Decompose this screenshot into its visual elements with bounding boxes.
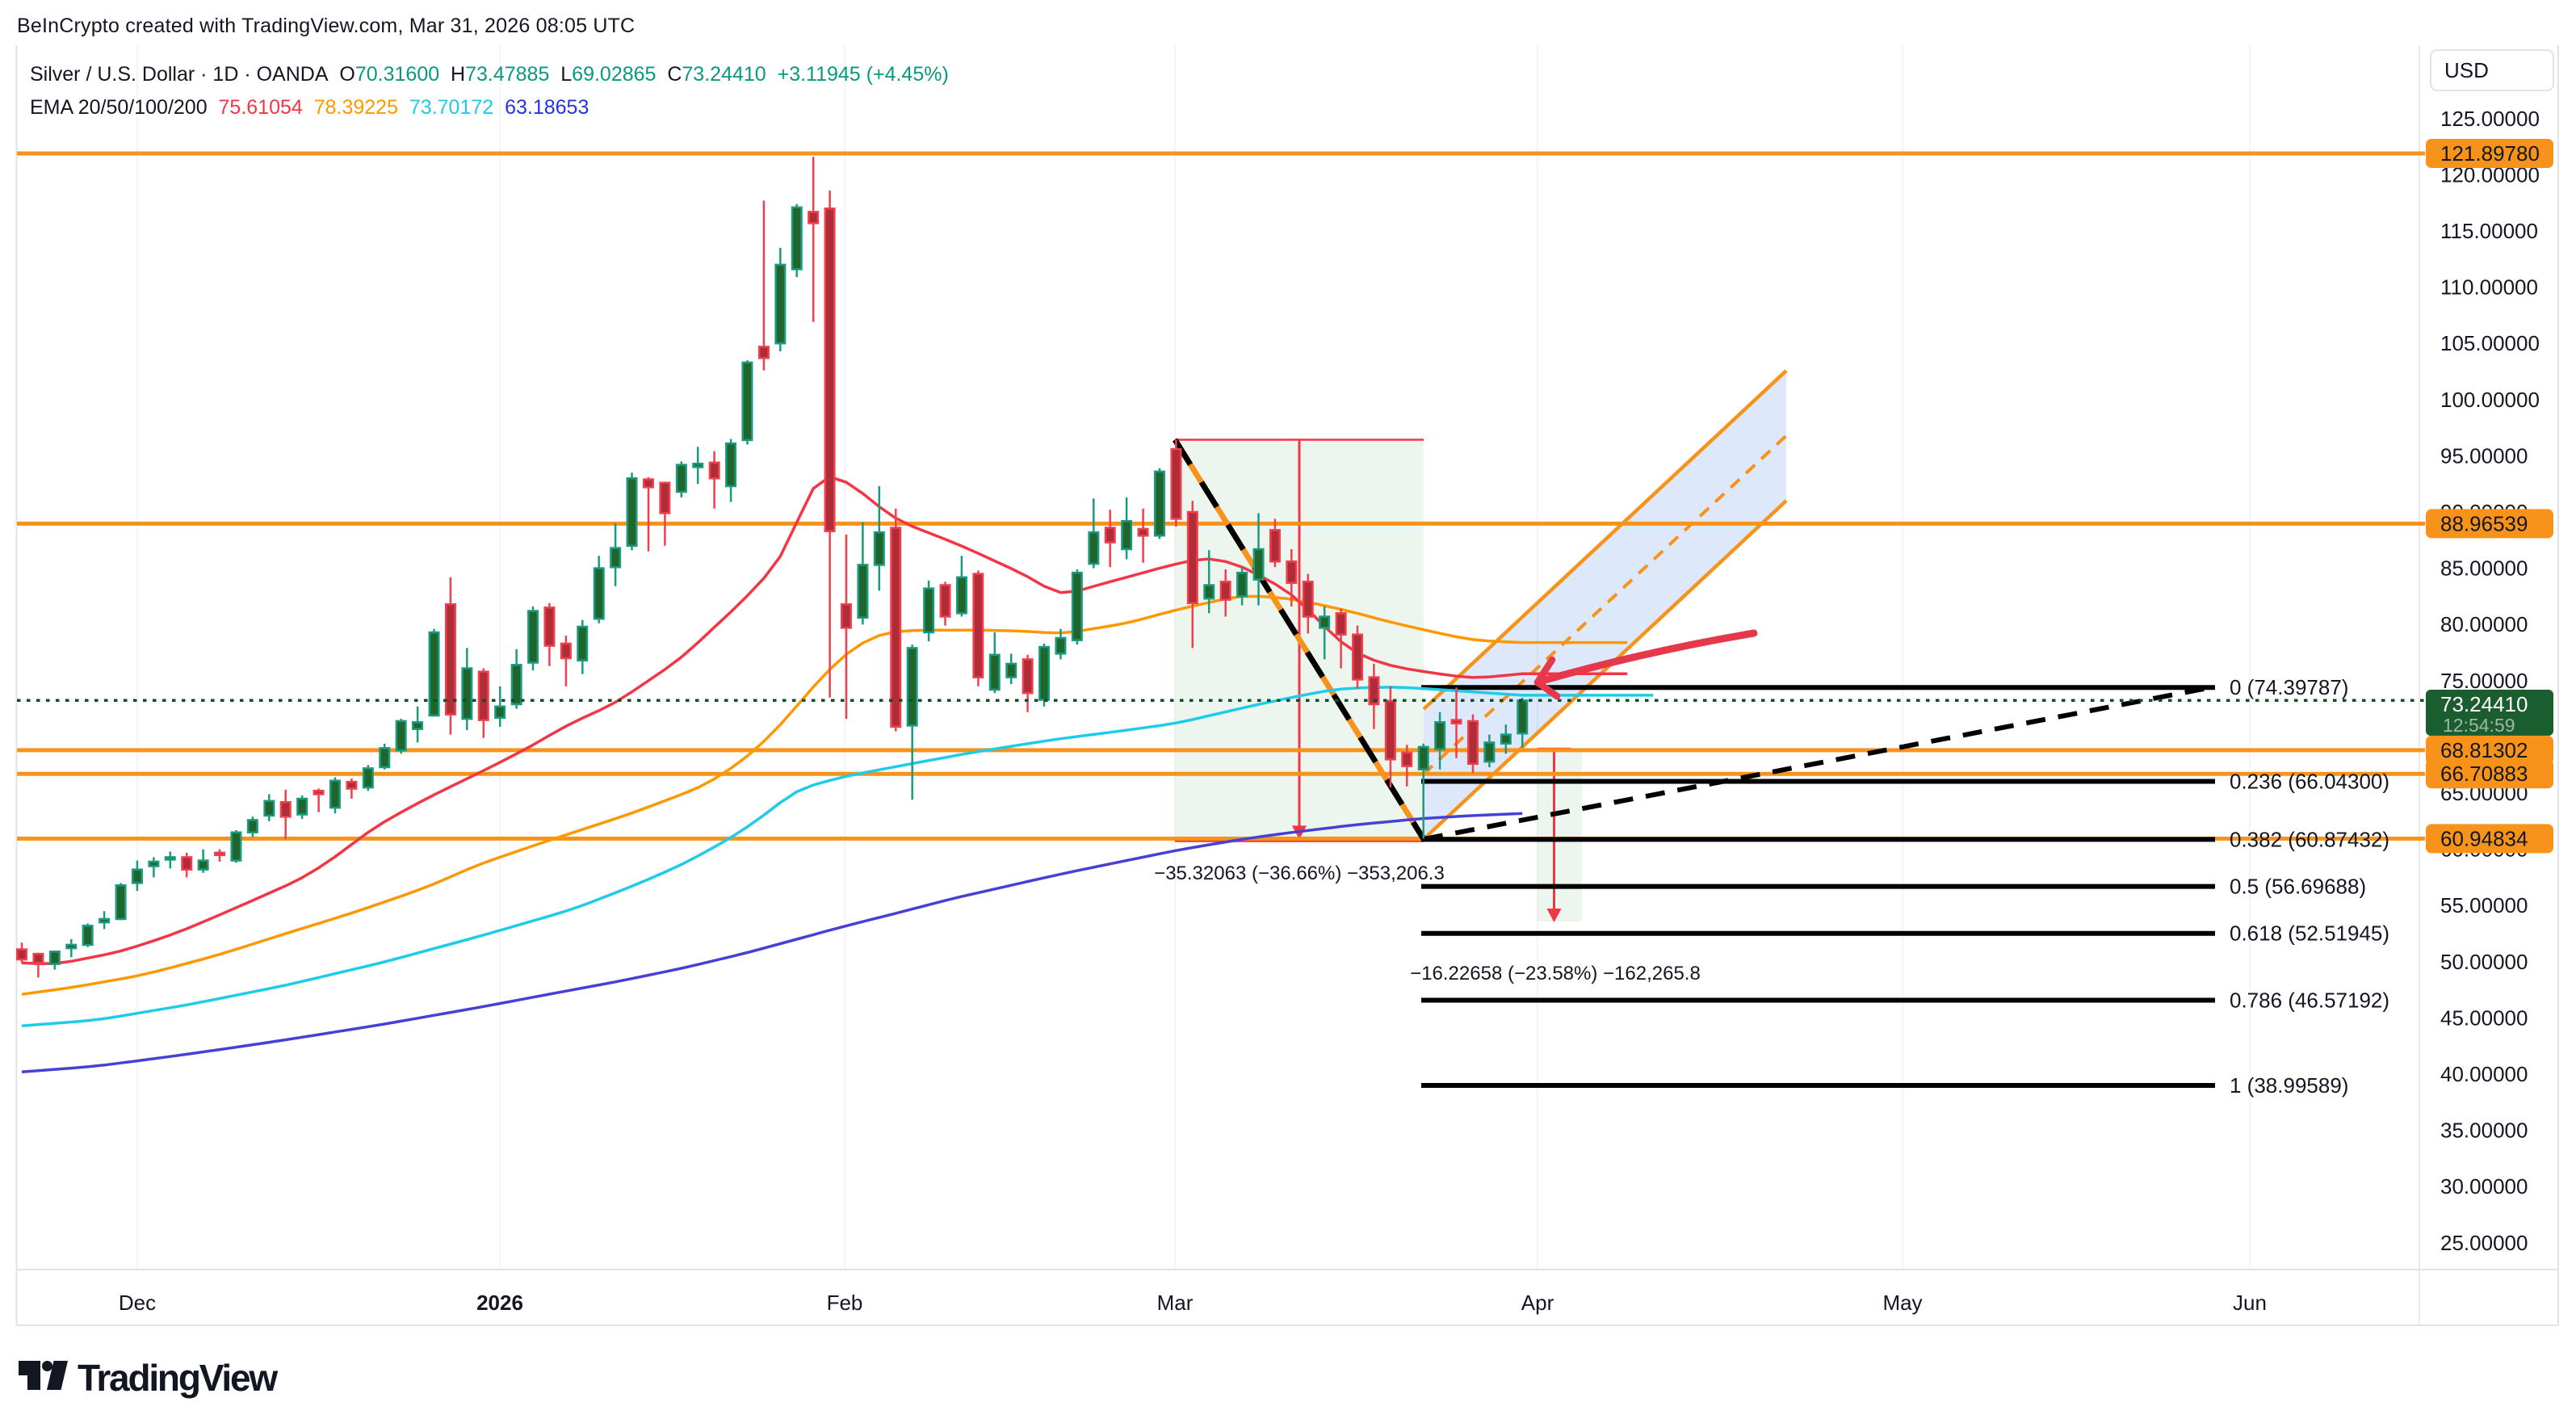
svg-text:80.00000: 80.00000 xyxy=(2440,612,2528,636)
svg-text:0.786 (46.57192): 0.786 (46.57192) xyxy=(2230,989,2389,1013)
svg-text:0.236 (66.04300): 0.236 (66.04300) xyxy=(2230,770,2389,794)
svg-text:−16.22658 (−23.58%) −162,265.8: −16.22658 (−23.58%) −162,265.8 xyxy=(1410,963,1701,984)
svg-text:75.00000: 75.00000 xyxy=(2440,669,2528,693)
svg-text:May: May xyxy=(1882,1291,1922,1315)
svg-text:2026: 2026 xyxy=(476,1291,523,1315)
svg-text:45.00000: 45.00000 xyxy=(2440,1005,2528,1030)
svg-text:Silver / U.S. Dollar · 1D · OA: Silver / U.S. Dollar · 1D · OANDA O70.31… xyxy=(30,63,949,86)
svg-text:Feb: Feb xyxy=(827,1291,863,1315)
svg-text:Apr: Apr xyxy=(1521,1291,1554,1315)
svg-text:Dec: Dec xyxy=(119,1291,156,1315)
svg-text:125.00000: 125.00000 xyxy=(2440,107,2540,131)
svg-text:60.94834: 60.94834 xyxy=(2440,826,2528,850)
svg-text:0 (74.39787): 0 (74.39787) xyxy=(2230,675,2348,699)
svg-text:110.00000: 110.00000 xyxy=(2440,275,2538,300)
svg-text:121.89780: 121.89780 xyxy=(2440,141,2540,166)
svg-text:−35.32063 (−36.66%) −353,206.3: −35.32063 (−36.66%) −353,206.3 xyxy=(1154,863,1445,884)
svg-text:25.00000: 25.00000 xyxy=(2440,1231,2528,1255)
svg-text:95.00000: 95.00000 xyxy=(2440,443,2528,468)
svg-text:105.00000: 105.00000 xyxy=(2440,331,2540,355)
svg-text:12:54:59: 12:54:59 xyxy=(2443,715,2515,736)
svg-text:50.00000: 50.00000 xyxy=(2440,950,2528,974)
svg-text:35.00000: 35.00000 xyxy=(2440,1119,2528,1143)
svg-text:1 (38.99589): 1 (38.99589) xyxy=(2230,1073,2348,1098)
svg-text:0.382 (60.87432): 0.382 (60.87432) xyxy=(2230,827,2389,851)
svg-text:0.618 (52.51945): 0.618 (52.51945) xyxy=(2230,921,2389,946)
svg-text:EMA 20/50/100/200 75.61054 7: EMA 20/50/100/200 75.61054 78.39225 73.7… xyxy=(30,96,589,119)
svg-text:55.00000: 55.00000 xyxy=(2440,893,2528,917)
svg-text:115.00000: 115.00000 xyxy=(2440,219,2538,243)
svg-text:BeInCrypto created with Tradin: BeInCrypto created with TradingView.com,… xyxy=(17,15,635,37)
svg-text:0.5 (56.69688): 0.5 (56.69688) xyxy=(2230,875,2366,899)
svg-text:40.00000: 40.00000 xyxy=(2440,1062,2528,1086)
svg-text:68.81302: 68.81302 xyxy=(2440,738,2528,762)
svg-text:73.24410: 73.24410 xyxy=(2440,692,2528,716)
svg-text:USD: USD xyxy=(2444,58,2489,82)
svg-text:66.70883: 66.70883 xyxy=(2440,762,2528,786)
svg-text:30.00000: 30.00000 xyxy=(2440,1174,2528,1198)
svg-text:88.96539: 88.96539 xyxy=(2440,511,2528,535)
svg-text:TradingView: TradingView xyxy=(78,1357,278,1399)
svg-text:85.00000: 85.00000 xyxy=(2440,556,2528,581)
svg-text:Mar: Mar xyxy=(1157,1291,1194,1315)
svg-text:100.00000: 100.00000 xyxy=(2440,388,2540,412)
svg-text:Jun: Jun xyxy=(2233,1291,2267,1315)
